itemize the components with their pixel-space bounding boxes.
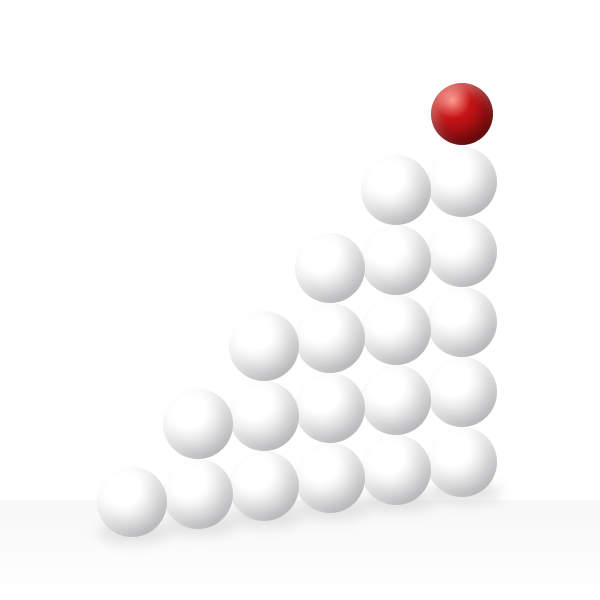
white-sphere xyxy=(427,427,497,497)
white-sphere xyxy=(427,287,497,357)
white-sphere xyxy=(361,365,431,435)
white-sphere xyxy=(229,311,299,381)
white-sphere xyxy=(427,357,497,427)
white-sphere xyxy=(229,381,299,451)
red-sphere xyxy=(431,83,493,145)
white-sphere xyxy=(163,389,233,459)
white-sphere xyxy=(361,225,431,295)
white-sphere xyxy=(295,443,365,513)
white-sphere xyxy=(361,155,431,225)
white-sphere xyxy=(163,459,233,529)
white-sphere xyxy=(427,217,497,287)
white-sphere xyxy=(427,147,497,217)
white-sphere xyxy=(295,303,365,373)
white-sphere xyxy=(229,451,299,521)
white-sphere xyxy=(97,467,167,537)
white-sphere xyxy=(361,435,431,505)
white-sphere xyxy=(295,373,365,443)
white-sphere xyxy=(295,233,365,303)
white-sphere xyxy=(361,295,431,365)
sphere-bar-chart xyxy=(0,0,600,600)
